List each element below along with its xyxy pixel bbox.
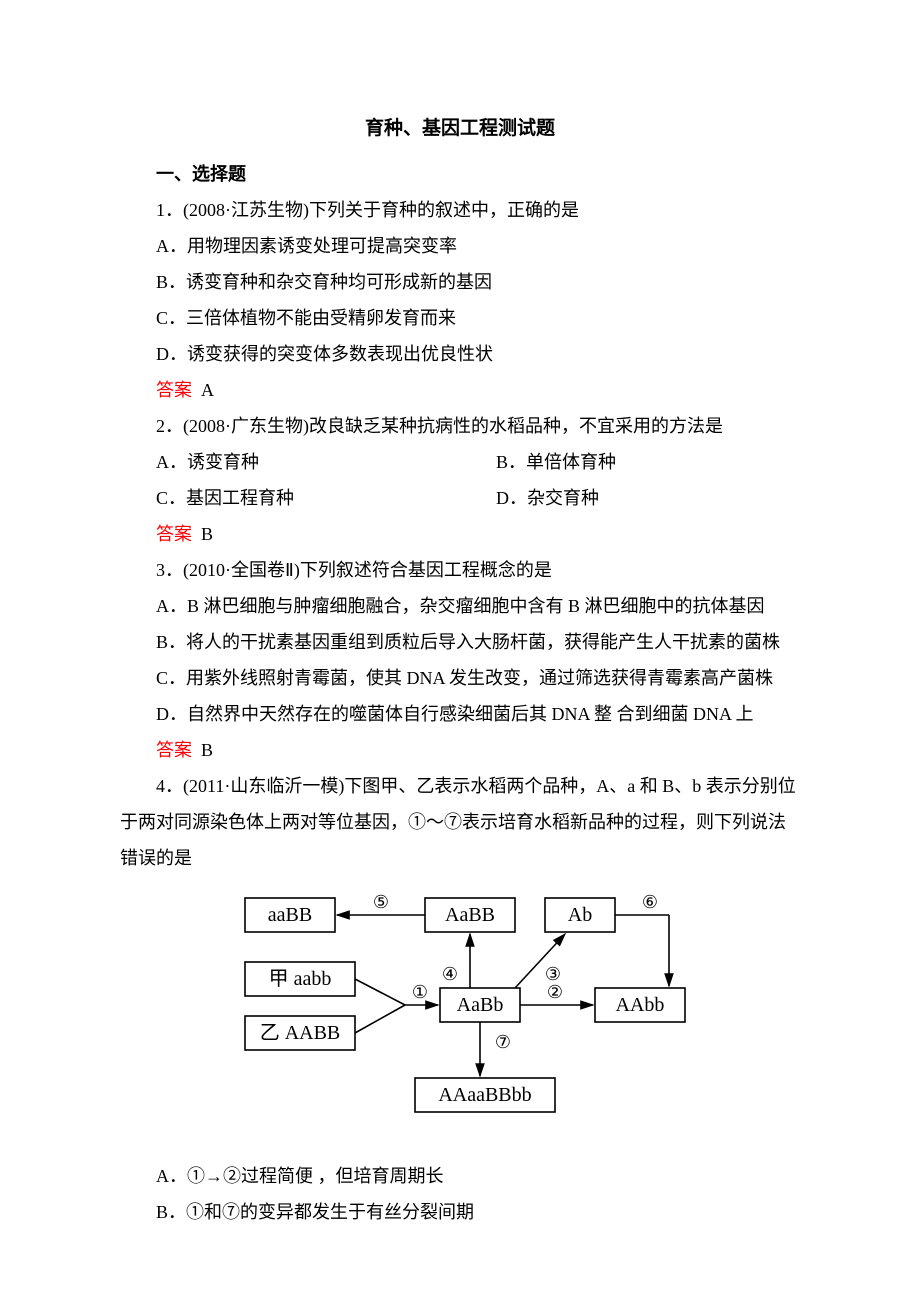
q2-option-a: A．诱变育种: [120, 444, 460, 480]
label-1: ①: [412, 982, 428, 1002]
label-5: ⑤: [373, 892, 389, 912]
box-AAbb: AAbb: [616, 994, 665, 1016]
q1-option-c: C．三倍体植物不能由受精卵发育而来: [120, 300, 800, 336]
label-4: ④: [442, 964, 458, 984]
q3-answer: B: [201, 740, 213, 760]
q4-option-a: A．①→②过程简便 ，但培育周期长: [120, 1158, 800, 1194]
box-AaBb: AaBb: [457, 994, 504, 1016]
q3-stem: 3．(2010·全国卷Ⅱ)下列叙述符合基因工程概念的是: [120, 552, 800, 588]
diagram-svg: aaBB AaBB Ab 甲 aabb 乙 AABB AaBb AAbb AAa…: [215, 888, 705, 1128]
box-AaBB: AaBB: [445, 904, 495, 926]
q1-answer-label: 答案: [156, 380, 192, 400]
q2-stem: 2．(2008·广东生物)改良缺乏某种抗病性的水稻品种，不宜采用的方法是: [120, 408, 800, 444]
q2-answer: B: [201, 524, 213, 544]
box-jia-aabb: 甲 aabb: [269, 968, 332, 990]
q3-option-b-text: B．将人的干扰素基因重组到质粒后导入大肠杆菌，获得能产生人干扰素的菌株: [156, 632, 780, 652]
q1-stem: 1．(2008·江苏生物)下列关于育种的叙述中，正确的是: [120, 192, 800, 228]
q3-option-a: A．B 淋巴细胞与肿瘤细胞融合，杂交瘤细胞中含有 B 淋巴细胞中的抗体基因: [120, 588, 800, 624]
q2-answer-row: 答案 B: [120, 516, 800, 552]
label-7: ⑦: [495, 1032, 511, 1052]
q4-stem: 4．(2011·山东临沂一模)下图甲、乙表示水稻两个品种，A、a 和 B、b 表…: [120, 768, 800, 876]
q1-option-b: B．诱变育种和杂交育种均可形成新的基因: [120, 264, 800, 300]
breeding-diagram: aaBB AaBB Ab 甲 aabb 乙 AABB AaBb AAbb AAa…: [120, 888, 800, 1140]
q2-options-row2: C．基因工程育种 D．杂交育种: [120, 480, 800, 516]
q3-option-b: B．将人的干扰素基因重组到质粒后导入大肠杆菌，获得能产生人干扰素的菌株: [120, 624, 800, 660]
label-2: ②: [547, 982, 563, 1002]
section-heading: 一、选择题: [120, 156, 800, 192]
document-title: 育种、基因工程测试题: [120, 110, 800, 148]
label-3: ③: [545, 964, 561, 984]
q1-option-d: D．诱变获得的突变体多数表现出优良性状: [120, 336, 800, 372]
q3-option-c: C．用紫外线照射青霉菌，使其 DNA 发生改变，通过筛选获得青霉素高产菌株: [120, 660, 800, 696]
q2-answer-label: 答案: [156, 524, 192, 544]
q3-answer-label: 答案: [156, 740, 192, 760]
box-aaBB: aaBB: [268, 904, 312, 926]
box-AAaaBBbb: AAaaBBbb: [438, 1084, 531, 1106]
box-Ab: Ab: [568, 904, 592, 926]
q3-option-d: D．自然界中天然存在的噬菌体自行感染细菌后其 DNA 整 合到细菌 DNA 上: [120, 696, 800, 732]
q2-options-row1: A．诱变育种 B．单倍体育种: [120, 444, 800, 480]
q1-option-a: A．用物理因素诱变处理可提高突变率: [120, 228, 800, 264]
q2-option-d: D．杂交育种: [460, 480, 800, 516]
q1-answer: A: [201, 380, 214, 400]
q3-answer-row: 答案 B: [120, 732, 800, 768]
document-page: 育种、基因工程测试题 一、选择题 1．(2008·江苏生物)下列关于育种的叙述中…: [0, 0, 920, 1290]
q1-answer-row: 答案 A: [120, 372, 800, 408]
box-yi-AABB: 乙 AABB: [260, 1022, 341, 1044]
q2-option-c: C．基因工程育种: [120, 480, 460, 516]
label-6: ⑥: [642, 892, 658, 912]
q4-option-b: B．①和⑦的变异都发生于有丝分裂间期: [120, 1194, 800, 1230]
q2-option-b: B．单倍体育种: [460, 444, 800, 480]
